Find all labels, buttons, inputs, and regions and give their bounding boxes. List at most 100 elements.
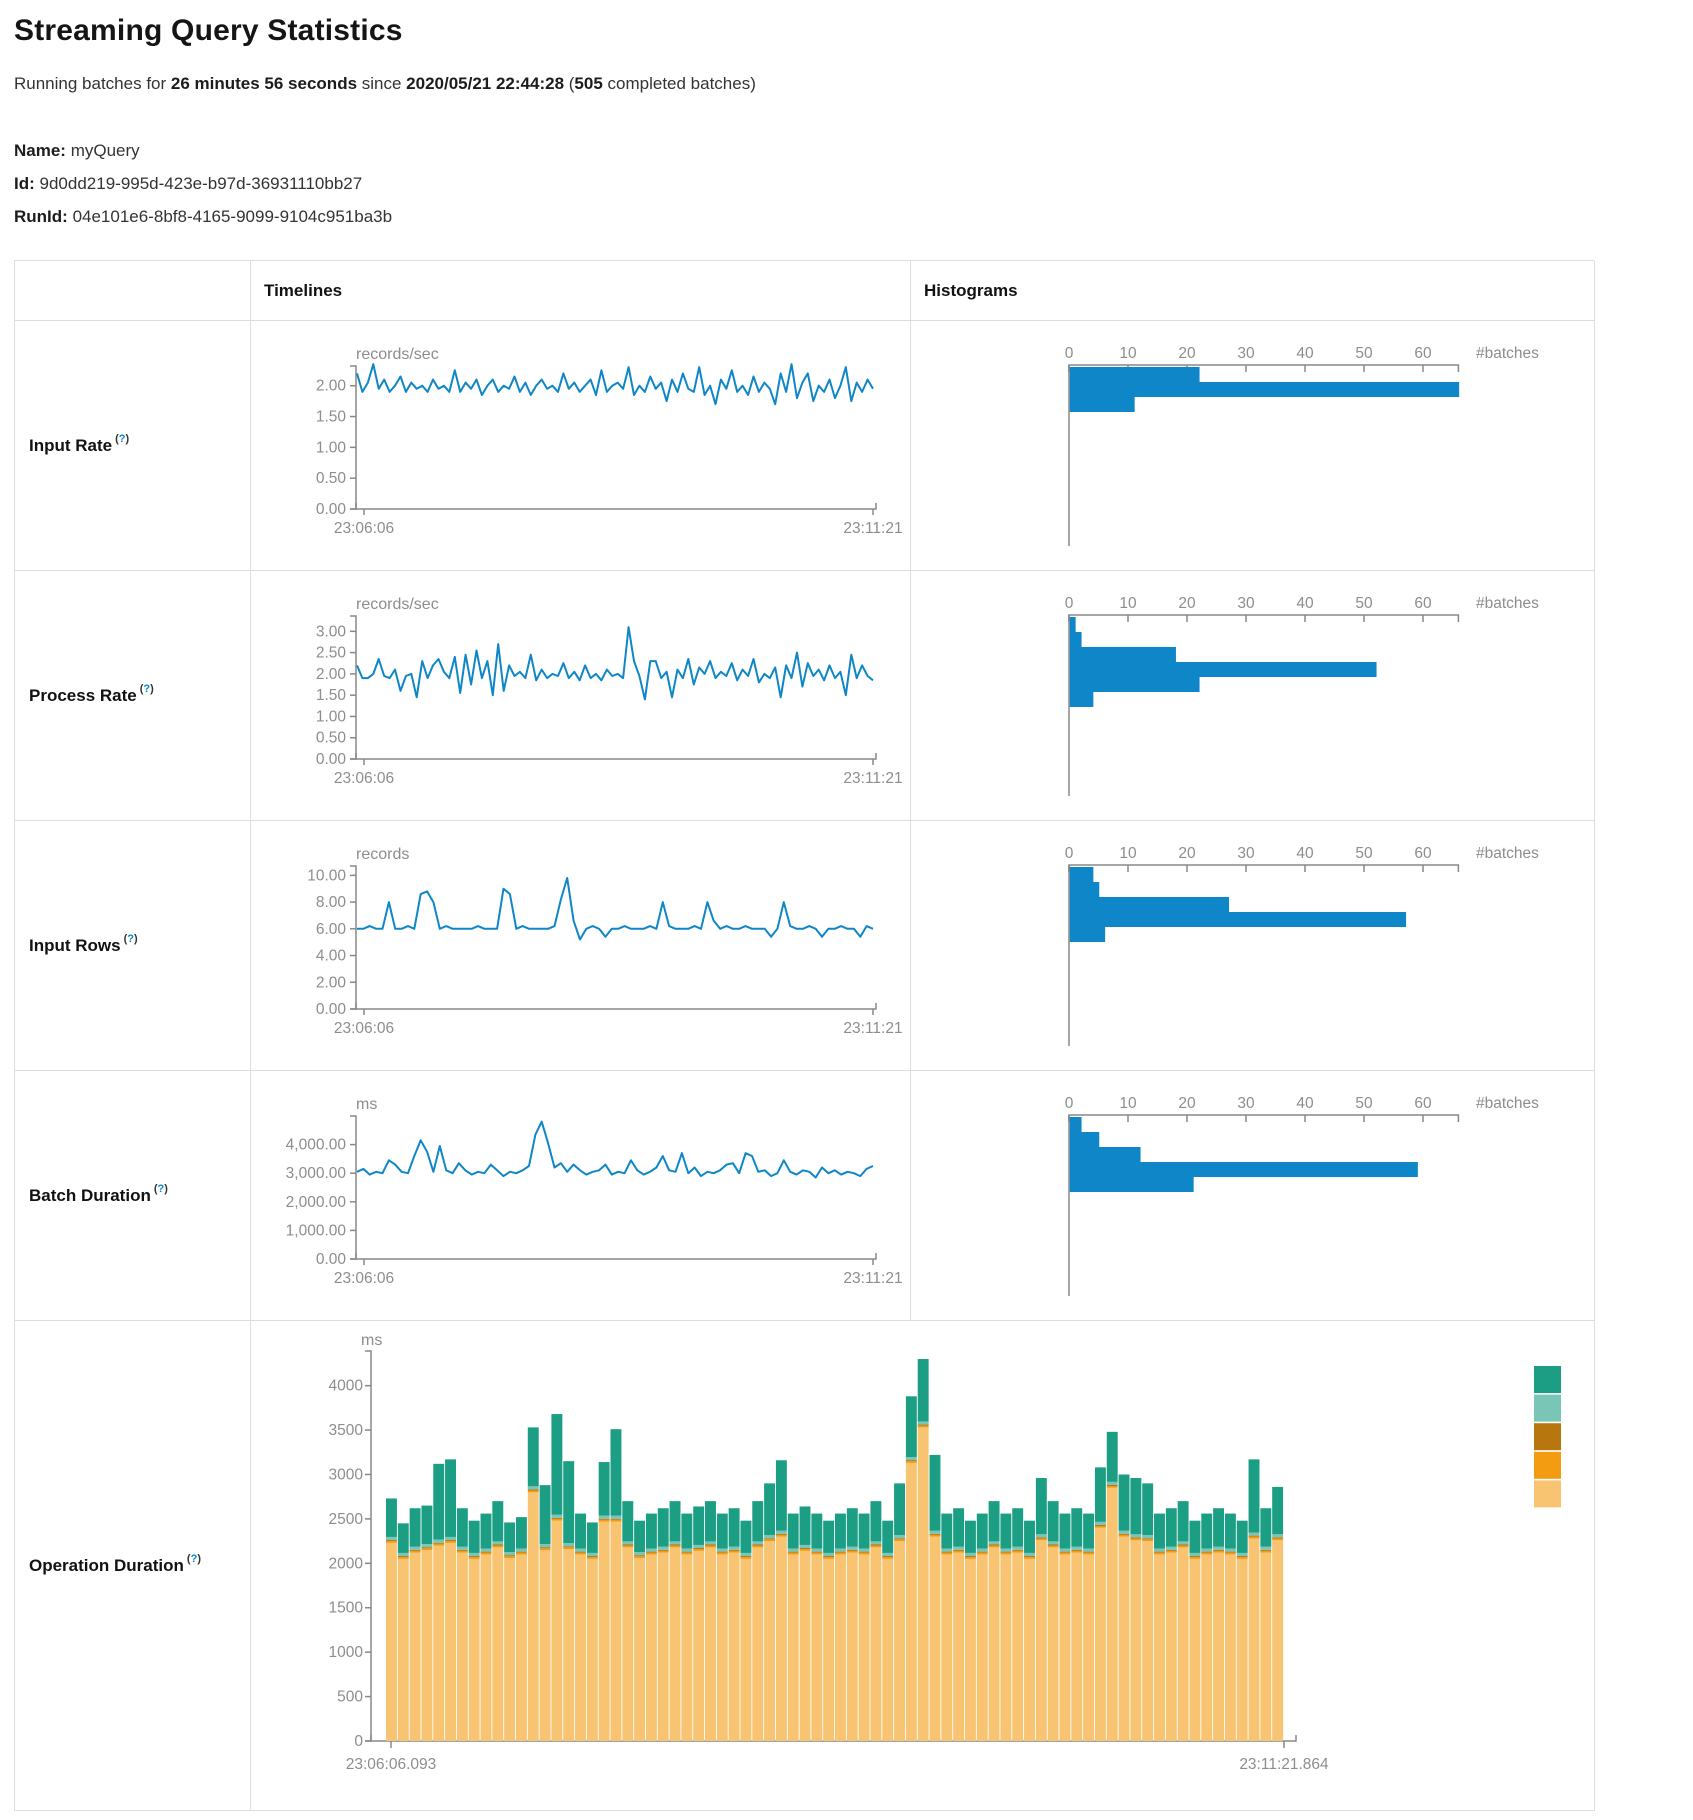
svg-text:6.00: 6.00 [316, 921, 347, 938]
batch-duration-histogram-cell: 0 10 20 30 40 50 60 #batches [911, 1071, 1595, 1321]
tooltip-paren-open: ( [123, 932, 128, 945]
tooltip-paren-open: ( [139, 682, 144, 695]
help-question-link[interactable]: ? [190, 1552, 198, 1565]
tooltip-paren-close: ) [134, 932, 138, 945]
summary-middle: since [357, 74, 407, 93]
input-rate-timeline-chart: records/sec 0.00 0.50 1.00 1.50 2.00 23:06:06 2… [316, 346, 903, 537]
svg-text:records/sec: records/sec [356, 596, 439, 613]
help-tooltip: (?) [140, 683, 154, 695]
id-value: 9d0dd219-995d-423e-b97d-36931110bb27 [39, 174, 363, 193]
svg-text:0: 0 [1065, 595, 1074, 612]
svg-text:2.00: 2.00 [316, 974, 347, 991]
input-rows-histogram-chart: 0 10 20 30 40 50 60 #batches [1065, 845, 1539, 1046]
svg-text:0: 0 [1065, 845, 1074, 862]
svg-text:60: 60 [1414, 845, 1432, 862]
runid-value: 04e101e6-8bf8-4165-9099-9104c951ba3b [72, 207, 393, 226]
input-rate-histogram-chart: 0 10 20 30 40 50 60 #batches [1065, 345, 1539, 546]
row-label-process-rate: Process Rate (?) [15, 571, 251, 821]
svg-text:records/sec: records/sec [356, 346, 439, 363]
svg-text:23:11:21: 23:11:21 [843, 520, 902, 537]
help-question-link[interactable]: ? [118, 432, 126, 445]
svg-text:0.00: 0.00 [316, 1251, 347, 1268]
svg-text:40: 40 [1296, 1095, 1314, 1112]
svg-text:50: 50 [1355, 345, 1373, 362]
process-rate-timeline-chart: records/sec 0.00 0.50 1.00 1.50 2.00 2.50 3.00 2… [316, 596, 903, 787]
help-tooltip: (?) [124, 933, 138, 945]
svg-text:30: 30 [1237, 595, 1255, 612]
svg-text:40: 40 [1296, 345, 1314, 362]
legend-swatch [1534, 1366, 1561, 1393]
svg-text:60: 60 [1414, 345, 1432, 362]
svg-text:23:06:06.093: 23:06:06.093 [346, 1756, 437, 1773]
input-rows-histogram-cell: 0 10 20 30 40 50 60 #batches [911, 821, 1595, 1071]
process-rate-histogram-chart: 0 10 20 30 40 50 60 #batches [1065, 595, 1539, 796]
svg-text:#batches: #batches [1476, 1095, 1539, 1112]
tooltip-paren-open: ( [115, 432, 119, 445]
paren-open: ( [564, 74, 575, 93]
tooltip-paren-close: ) [150, 682, 154, 695]
svg-text:50: 50 [1355, 595, 1373, 612]
batch-duration-timeline-cell: ms 0.00 1,000.00 2,000.00 3,000.00 4,000.00 23… [251, 1071, 911, 1321]
help-question-link[interactable]: ? [157, 1182, 165, 1195]
legend-swatch [1534, 1480, 1561, 1508]
input-rate-timeline-cell: records/sec 0.00 0.50 1.00 1.50 2.00 23:06:06 2… [251, 321, 911, 571]
svg-text:2500: 2500 [329, 1511, 364, 1528]
input-rows-timeline-chart: records 0.00 2.00 4.00 6.00 8.00 10.00 23:06:06… [307, 846, 902, 1037]
svg-text:3,000.00: 3,000.00 [286, 1165, 347, 1182]
timelines-column-header: Timelines [251, 261, 911, 321]
help-tooltip: (?) [154, 1183, 168, 1195]
svg-text:30: 30 [1237, 1095, 1255, 1112]
svg-text:23:06:06: 23:06:06 [334, 1270, 394, 1287]
svg-text:2.00: 2.00 [316, 378, 347, 395]
row-label-batch-duration: Batch Duration (?) [15, 1071, 251, 1321]
svg-text:8.00: 8.00 [316, 894, 347, 911]
svg-text:0.50: 0.50 [316, 470, 347, 487]
page-title: Streaming Query Statistics [14, 14, 403, 47]
summary-suffix: completed batches) [602, 74, 756, 93]
operation-duration-chart-cell: ms 0 500 1000 1500 2000 2500 3000 3500 4000 23:06:… [251, 1321, 1595, 1811]
svg-text:1500: 1500 [329, 1600, 364, 1617]
tooltip-paren-close: ) [164, 1182, 168, 1195]
id-label: Id: [14, 174, 35, 193]
svg-text:23:06:06: 23:06:06 [334, 770, 394, 787]
query-name-line: Name: myQuery [14, 134, 392, 167]
statistics-table: Timelines Histograms Input Rate (?) reco… [14, 260, 1595, 1811]
svg-text:40: 40 [1296, 845, 1314, 862]
help-question-link[interactable]: ? [143, 682, 151, 695]
svg-text:0.00: 0.00 [316, 1001, 347, 1018]
summary-prefix: Running batches for [14, 74, 171, 93]
svg-text:20: 20 [1178, 845, 1196, 862]
batch-duration-timeline-chart: ms 0.00 1,000.00 2,000.00 3,000.00 4,000.00 23… [286, 1096, 903, 1287]
help-question-link[interactable]: ? [127, 932, 135, 945]
svg-text:23:06:06: 23:06:06 [334, 520, 394, 537]
running-duration: 26 minutes 56 seconds [170, 74, 358, 93]
batch-duration-label: Batch Duration [29, 1185, 151, 1205]
query-metadata: Name: myQuery Id: 9d0dd219-995d-423e-b97… [14, 134, 392, 233]
svg-text:0.50: 0.50 [316, 730, 347, 747]
svg-text:2000: 2000 [329, 1555, 364, 1572]
process-rate-timeline-cell: records/sec 0.00 0.50 1.00 1.50 2.00 2.50 3.00 2… [251, 571, 911, 821]
svg-text:2,000.00: 2,000.00 [286, 1194, 347, 1211]
corner-header-cell [15, 261, 251, 321]
svg-text:1.50: 1.50 [316, 687, 347, 704]
svg-text:4,000.00: 4,000.00 [286, 1137, 347, 1154]
svg-text:0: 0 [1065, 345, 1074, 362]
svg-text:30: 30 [1237, 845, 1255, 862]
svg-text:1.50: 1.50 [316, 409, 347, 426]
help-tooltip: (?) [187, 1553, 201, 1565]
svg-text:0.00: 0.00 [316, 501, 347, 518]
svg-text:23:11:21: 23:11:21 [843, 770, 902, 787]
svg-text:50: 50 [1355, 845, 1373, 862]
process-rate-label: Process Rate [29, 685, 137, 705]
runid-label: RunId: [14, 207, 68, 226]
svg-text:60: 60 [1414, 1095, 1432, 1112]
svg-text:23:11:21: 23:11:21 [843, 1270, 902, 1287]
name-label: Name: [14, 141, 66, 160]
svg-text:#batches: #batches [1476, 845, 1539, 862]
tooltip-paren-open: ( [186, 1552, 191, 1565]
query-id-line: Id: 9d0dd219-995d-423e-b97d-36931110bb27 [14, 167, 392, 200]
svg-text:50: 50 [1355, 1095, 1373, 1112]
svg-text:23:11:21.864: 23:11:21.864 [1239, 1756, 1329, 1773]
histograms-column-header: Histograms [911, 261, 1595, 321]
svg-text:20: 20 [1178, 1095, 1196, 1112]
